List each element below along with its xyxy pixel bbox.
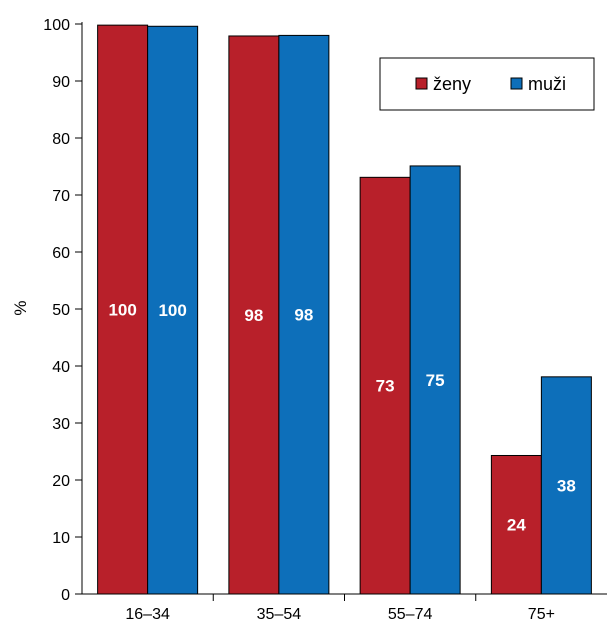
y-tick-label: 50	[52, 302, 70, 319]
legend-swatch	[510, 77, 523, 90]
y-axis-label: %	[11, 300, 30, 315]
y-axis: 0 10 20 30 40 50 60 70 80 90 100	[43, 17, 82, 604]
y-tick-label: 100	[43, 17, 70, 34]
y-tick-label: 80	[52, 131, 70, 148]
bar-zeny	[359, 176, 411, 595]
bar-zeny	[490, 454, 542, 595]
legend-label: muži	[528, 74, 566, 94]
legend: ženy muži	[379, 57, 595, 111]
y-tick-label: 0	[61, 587, 70, 604]
y-tick-label: 40	[52, 359, 70, 376]
x-tick-label: 55–74	[388, 606, 433, 623]
y-tick-label: 30	[52, 416, 70, 433]
bar-muzi	[540, 376, 592, 595]
y-tick-label: 90	[52, 74, 70, 91]
bar-value-label: 98	[244, 306, 263, 325]
x-tick-label: 16–34	[125, 606, 170, 623]
bars	[97, 24, 592, 595]
legend-swatch	[415, 77, 428, 90]
legend-label: ženy	[433, 74, 471, 94]
bar-zeny	[228, 35, 280, 595]
bar-labels: 100 100 98 98 73 75 24 38	[108, 301, 575, 535]
x-tick-label: 75+	[528, 606, 555, 623]
bar-value-label: 100	[158, 301, 186, 320]
bar-muzi	[278, 34, 330, 595]
bar-value-label: 98	[294, 306, 313, 325]
bar-muzi	[147, 25, 199, 595]
y-tick-label: 20	[52, 473, 70, 490]
bar-value-label: 38	[557, 476, 576, 495]
y-tick-label: 10	[52, 530, 70, 547]
x-axis: 16–34 35–54 55–74 75+	[125, 594, 555, 623]
bar-zeny	[97, 24, 149, 595]
bar-muzi	[409, 165, 461, 595]
bar-value-label: 100	[108, 301, 136, 320]
bar-value-label: 75	[426, 371, 445, 390]
bar-value-label: 73	[376, 377, 395, 396]
y-tick-label: 70	[52, 188, 70, 205]
bar-value-label: 24	[507, 516, 526, 535]
x-tick-label: 35–54	[257, 606, 302, 623]
y-tick-label: 60	[52, 245, 70, 262]
